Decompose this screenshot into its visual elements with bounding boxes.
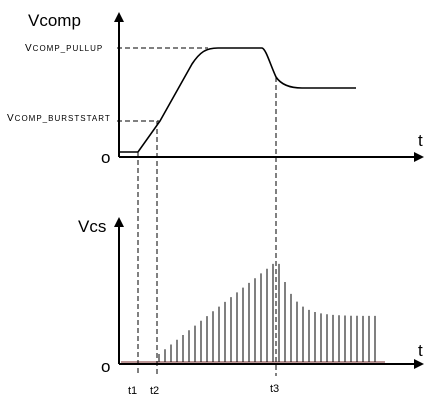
- bottom-plot: Vcs t o: [78, 217, 424, 376]
- t3-label: t3: [270, 383, 279, 395]
- top-x-axis-label: t: [418, 131, 423, 150]
- top-y-axis-label: Vcomp: [28, 11, 81, 30]
- t1-label: t1: [128, 385, 137, 397]
- vcomp-curve: [119, 47, 356, 153]
- t2-label: t2: [150, 385, 159, 397]
- pullup-level-prefix: V: [25, 43, 32, 54]
- top-origin-label: o: [101, 148, 110, 167]
- pullup-level-label: VCOMP_PULLUP: [25, 43, 103, 54]
- burststart-level-prefix: V: [7, 113, 14, 124]
- top-plot: Vcomp t o VCOMP_PULLUP VCOMP_BURSTSTART: [7, 11, 424, 167]
- bottom-y-axis-label: Vcs: [78, 217, 106, 236]
- time-markers: t1 t2 t3: [128, 77, 279, 397]
- burststart-level-label: VCOMP_BURSTSTART: [7, 113, 111, 124]
- bottom-origin-label: o: [101, 357, 110, 376]
- vcs-pulses: [158, 263, 376, 362]
- bottom-x-axis-label: t: [418, 341, 423, 360]
- burststart-level-subscript: COMP_BURSTSTART: [15, 114, 111, 123]
- pullup-level-subscript: COMP_PULLUP: [33, 44, 104, 53]
